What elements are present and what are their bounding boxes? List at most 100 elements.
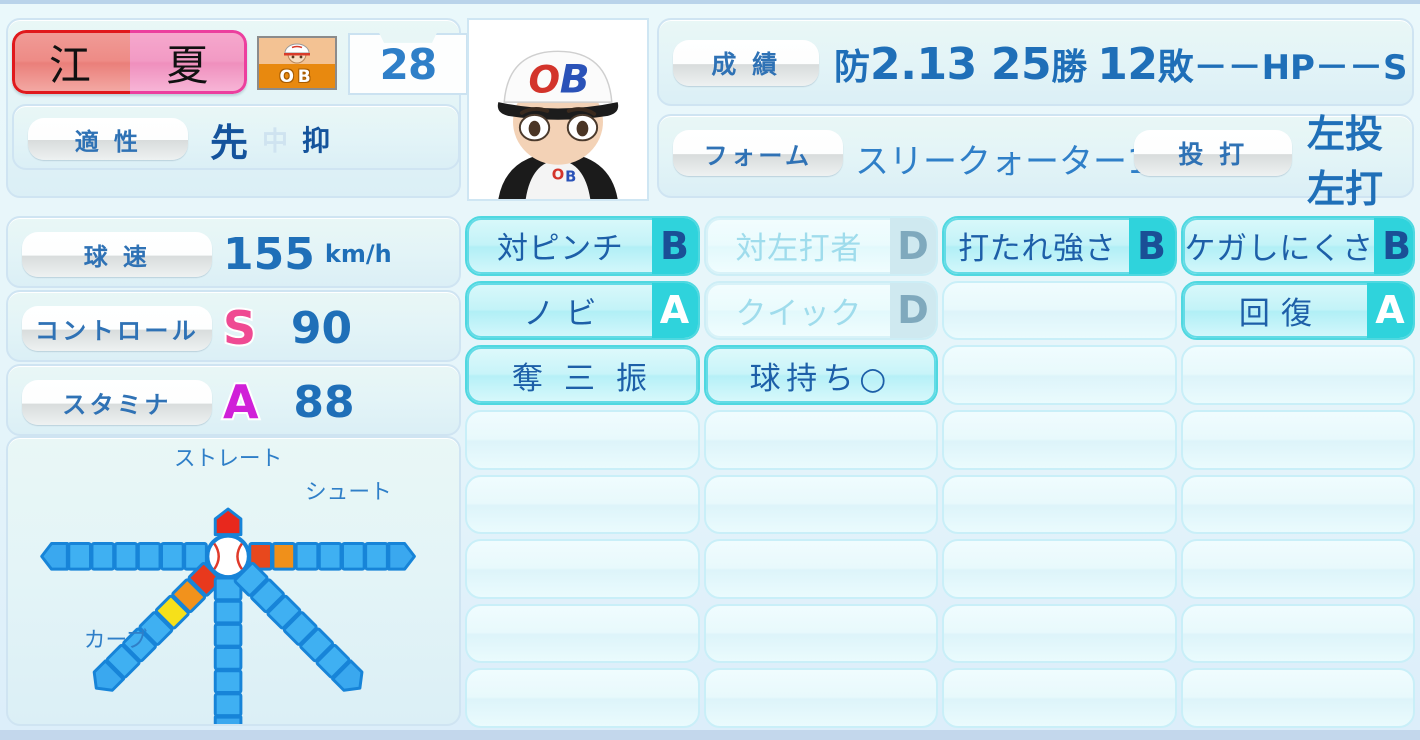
ability-slot[interactable]: 奪 三 振: [465, 345, 700, 405]
pitch-segment: [213, 507, 243, 537]
ability-rank: B: [1128, 218, 1175, 274]
pitch-arm[interactable]: [213, 507, 243, 537]
control-label: コントロール: [22, 306, 212, 351]
ability-name: 球持ち○: [705, 347, 936, 403]
baseball-icon: [205, 533, 251, 580]
pitch-arm-label: カーブ: [84, 628, 148, 653]
jersey-number-plate[interactable]: 28: [348, 33, 468, 95]
player-name-text: 江 夏: [12, 30, 247, 94]
ability-slot-empty: [942, 539, 1177, 599]
ability-slot-empty: [703, 409, 938, 470]
losses-kanji: 敗: [1157, 47, 1194, 88]
svg-text:O: O: [529, 58, 561, 101]
velocity-value-group: 155 km/h: [223, 218, 392, 290]
ability-slot-empty: [942, 280, 1177, 341]
wins-kanji: 勝: [1051, 47, 1088, 88]
ability-rank: A: [1367, 282, 1413, 339]
form-panel: フォーム スリークォーター1 投 打 左投左打: [657, 112, 1414, 211]
aptitude-middle: 中: [262, 126, 289, 157]
pitch-segment: [294, 542, 320, 571]
team-badge[interactable]: OB: [257, 36, 337, 90]
stamina-value: 88: [293, 376, 355, 428]
control-value: 90: [290, 302, 353, 354]
ability-name: 奪 三 振: [467, 347, 698, 403]
throw-bat-value: 左投左打: [1307, 112, 1384, 211]
ability-rank: B: [651, 218, 698, 274]
team-badge-label: OB: [279, 67, 315, 87]
cap-icon: [284, 43, 310, 64]
svg-text:O: O: [552, 166, 564, 183]
ability-slot-empty: [942, 345, 1177, 405]
ability-slot-empty: [465, 539, 700, 599]
ability-slot-empty: [465, 409, 700, 470]
ability-slot[interactable]: 打たれ強さ B: [942, 216, 1177, 276]
pitch-arm[interactable]: [248, 542, 416, 571]
ability-name: ケガしにくさ: [1182, 218, 1374, 274]
pitch-arm-label: シュート: [305, 480, 392, 505]
ability-slot-empty: [942, 603, 1177, 664]
pitch-segment: [213, 692, 243, 718]
ability-slot-empty: [465, 603, 700, 664]
stat-row-velocity: 球 速 155 km/h: [6, 216, 461, 288]
pitch-arm[interactable]: [213, 576, 243, 740]
player-name-char-2: 夏: [166, 40, 211, 90]
pitch-segment: [387, 542, 416, 571]
ability-rank: A: [651, 282, 698, 339]
portrait-avatar-icon: O B O B: [469, 20, 647, 199]
pitch-segment: [113, 542, 139, 571]
ability-slot-empty: [942, 668, 1177, 728]
pitch-arm[interactable]: [233, 561, 369, 698]
ability-rank: D: [890, 218, 936, 274]
control-value-group: S 90: [221, 292, 353, 364]
pitch-segment: [213, 669, 243, 694]
pitch-segment: [40, 542, 69, 571]
throw-bat-label: 投 打: [1134, 130, 1292, 176]
player-portrait[interactable]: O B O B: [467, 18, 649, 201]
form-value: スリークォーター1: [855, 141, 1149, 182]
aptitude-closer: 抑: [302, 124, 331, 157]
player-name-plate[interactable]: 江 夏: [12, 30, 247, 94]
stamina-value-group: A 88: [221, 366, 355, 438]
pitch-segment: [213, 622, 243, 648]
ability-slot-empty: [1180, 409, 1415, 470]
ability-slot-empty: [703, 668, 938, 728]
player-identity-panel: 江 夏 OB 28 適 性 先 中 抑: [6, 18, 468, 198]
control-grade: S: [221, 299, 258, 357]
pitch-segment: [90, 542, 116, 571]
ability-slot[interactable]: 対ピンチ B: [465, 216, 700, 276]
ability-slot-empty: [703, 603, 938, 664]
pitch-segment: [136, 542, 162, 571]
stamina-label: スタミナ: [22, 380, 212, 425]
stat-row-control: コントロール S 90: [6, 290, 461, 362]
ability-slot[interactable]: クイック D: [703, 280, 938, 341]
ability-slot[interactable]: 球持ち○: [703, 345, 938, 405]
saves-value: －－S: [1314, 47, 1408, 88]
aptitude-starter: 先: [210, 120, 249, 165]
record-panel: 成 績 防 2.13 25 勝 12 敗 －－HP －－S: [657, 18, 1414, 106]
pitch-type-chart[interactable]: ストレート シュート カーブ: [6, 436, 461, 740]
ability-slot-empty: [465, 668, 700, 728]
pitch-arm[interactable]: [40, 542, 208, 571]
ability-slot[interactable]: 対左打者 D: [703, 216, 938, 276]
svg-text:B: B: [560, 57, 590, 102]
ability-slot-empty: [942, 474, 1177, 535]
velocity-unit: km/h: [324, 240, 392, 268]
form-label: フォーム: [673, 130, 843, 176]
record-label: 成 績: [673, 40, 819, 86]
ability-slot[interactable]: ケガしにくさ B: [1180, 216, 1415, 276]
name-plate-left-half: [12, 30, 130, 94]
svg-text:B: B: [565, 168, 576, 185]
era-value: 2.13: [870, 38, 977, 90]
wins-value: 25: [990, 38, 1052, 90]
velocity-label: 球 速: [22, 232, 212, 277]
ability-slot-empty: [1180, 345, 1415, 405]
ability-rank: B: [1373, 218, 1414, 274]
aptitude-label: 適 性: [28, 118, 188, 160]
pitch-segment: [282, 611, 318, 646]
pitch-segment: [364, 542, 389, 571]
ability-slot-empty: [942, 409, 1177, 470]
